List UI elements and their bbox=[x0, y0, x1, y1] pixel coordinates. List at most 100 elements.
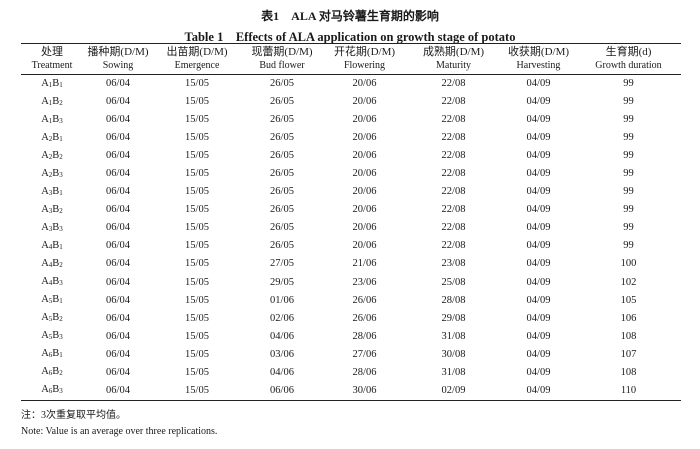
treatment-a-level: 4 bbox=[48, 279, 53, 288]
column-header: 收获期(D/M) Harvesting bbox=[501, 44, 576, 74]
table-cell: 99 bbox=[623, 204, 634, 216]
table-row: A6B1 06/04 15/05 03/06 27/06 30/08 04/09 107 bbox=[21, 346, 681, 364]
table-cell: 20/06 bbox=[352, 222, 377, 234]
table-cell: 06/04 bbox=[106, 384, 130, 396]
table-cell: 26/05 bbox=[270, 96, 294, 108]
table-cell: 107 bbox=[620, 348, 637, 360]
table-cell: 26/05 bbox=[270, 204, 294, 216]
table-cell: 06/04 bbox=[106, 258, 130, 270]
table-cell: 99 bbox=[623, 186, 634, 198]
column-header: 处理 Treatment bbox=[21, 44, 83, 74]
table-cell: 28/06 bbox=[352, 366, 377, 378]
treatment-cell: A3B3 bbox=[41, 221, 63, 233]
table-cell: 102 bbox=[620, 276, 637, 288]
table-cell: 15/05 bbox=[185, 114, 209, 126]
column-header-english: Growth duration bbox=[595, 60, 662, 71]
table-cell: 20/06 bbox=[352, 186, 377, 198]
table-cell: 22/08 bbox=[441, 78, 466, 90]
table-row: A2B1 06/04 15/05 26/05 20/06 22/08 04/09 99 bbox=[21, 129, 681, 147]
treatment-cell: A4B2 bbox=[41, 258, 63, 269]
table-cell: 15/05 bbox=[185, 276, 209, 288]
table-cell: 02/06 bbox=[270, 312, 294, 324]
treatment-b-level: 3 bbox=[59, 333, 63, 342]
treatment-a-level: 5 bbox=[48, 333, 53, 342]
table-body: A1B1 06/04 15/05 26/05 20/06 22/08 04/09 99 A1B2… bbox=[21, 75, 681, 400]
treatment-a-level: 3 bbox=[48, 206, 53, 215]
treatment-b-level: 3 bbox=[59, 387, 63, 396]
treatment-cell: A6B1 bbox=[41, 348, 63, 360]
table-cell: 15/05 bbox=[185, 96, 209, 108]
treatment-a-level: 3 bbox=[48, 188, 53, 197]
treatment-cell: A3B2 bbox=[41, 203, 63, 215]
treatment-b-level: 2 bbox=[59, 152, 63, 161]
table-cell: 20/06 bbox=[352, 168, 377, 180]
table-cell: 99 bbox=[623, 222, 634, 234]
treatment-b-level: 1 bbox=[59, 351, 63, 360]
treatment-cell: A4B3 bbox=[41, 276, 63, 288]
table-note-english: Note: Value is an average over three rep… bbox=[21, 426, 218, 437]
table-header-row: 处理 Treatment 播种期(D/M) Sowing 出苗期(D/M) Emergen… bbox=[21, 44, 681, 75]
treatment-a-level: 6 bbox=[48, 369, 53, 378]
table-cell: 04/09 bbox=[526, 240, 551, 252]
treatment-cell: A1B3 bbox=[41, 113, 63, 125]
table-cell: 15/05 bbox=[185, 240, 209, 252]
treatment-b-level: 2 bbox=[59, 369, 63, 378]
table-cell: 30/06 bbox=[352, 384, 377, 396]
treatment-b-level: 2 bbox=[59, 206, 63, 215]
table-cell: 04/09 bbox=[526, 132, 551, 144]
table-cell: 29/05 bbox=[270, 276, 294, 288]
table-cell: 100 bbox=[620, 258, 637, 270]
table-cell: 25/08 bbox=[441, 276, 466, 288]
table-cell: 04/09 bbox=[526, 276, 551, 288]
treatment-b-level: 3 bbox=[59, 170, 63, 179]
treatment-cell: A3B1 bbox=[41, 185, 63, 197]
treatment-b-level: 2 bbox=[59, 261, 63, 269]
table-cell: 06/04 bbox=[106, 204, 130, 216]
table-cell: 06/04 bbox=[106, 294, 130, 306]
treatment-cell: A5B1 bbox=[41, 294, 63, 306]
table-row: A1B2 06/04 15/05 26/05 20/06 22/08 04/09 99 bbox=[21, 93, 681, 111]
table-cell: 06/04 bbox=[106, 330, 130, 342]
table-cell: 04/09 bbox=[526, 294, 551, 306]
table-cell: 99 bbox=[623, 78, 634, 90]
treatment-cell: A6B2 bbox=[41, 366, 63, 378]
treatment-b-level: 3 bbox=[59, 224, 63, 233]
column-header-english: Treatment bbox=[31, 60, 73, 71]
table-row: A5B1 06/04 15/05 01/06 26/06 28/08 04/09 105 bbox=[21, 292, 681, 310]
treatment-cell: A1B1 bbox=[41, 77, 63, 89]
table-cell: 06/04 bbox=[106, 312, 130, 324]
table-row: A6B2 06/04 15/05 04/06 28/06 31/08 04/09 108 bbox=[21, 364, 681, 382]
column-header-english: Flowering bbox=[343, 60, 386, 71]
table-cell: 06/04 bbox=[106, 78, 130, 90]
column-header: 现蕾期(D/M) Bud flower bbox=[241, 44, 323, 74]
table-cell: 04/09 bbox=[526, 114, 551, 126]
table-cell: 04/09 bbox=[526, 366, 551, 378]
table-cell: 01/06 bbox=[270, 294, 294, 306]
table-cell: 04/09 bbox=[526, 222, 551, 234]
table-cell: 21/06 bbox=[352, 258, 377, 270]
table-cell: 06/04 bbox=[106, 366, 130, 378]
table-cell: 15/05 bbox=[185, 204, 209, 216]
treatment-a-level: 6 bbox=[48, 351, 53, 360]
table-cell: 30/08 bbox=[441, 348, 466, 360]
column-header-english: Emergence bbox=[174, 60, 220, 71]
treatment-b-level: 1 bbox=[59, 242, 63, 251]
treatment-cell: A4B1 bbox=[41, 239, 63, 251]
column-header: 播种期(D/M) Sowing bbox=[83, 44, 153, 74]
table-cell: 22/08 bbox=[441, 168, 466, 180]
table-row: A4B1 06/04 15/05 26/05 20/06 22/08 04/09 99 bbox=[21, 237, 681, 255]
treatment-b-level: 3 bbox=[59, 279, 63, 288]
column-header: 开花期(D/M) Flowering bbox=[323, 44, 406, 74]
table-cell: 15/05 bbox=[185, 348, 209, 360]
treatment-cell: A2B3 bbox=[41, 167, 63, 179]
treatment-b-level: 1 bbox=[59, 80, 63, 89]
table-row: A2B2 06/04 15/05 26/05 20/06 22/08 04/09 99 bbox=[21, 147, 681, 165]
growth-stage-table: 处理 Treatment 播种期(D/M) Sowing 出苗期(D/M) Emergen… bbox=[21, 43, 681, 401]
table-cell: 22/08 bbox=[441, 204, 466, 216]
treatment-b-level: 2 bbox=[59, 98, 63, 107]
table-cell: 06/04 bbox=[106, 132, 130, 144]
table-row: A2B3 06/04 15/05 26/05 20/06 22/08 04/09 99 bbox=[21, 165, 681, 183]
treatment-b-level: 1 bbox=[59, 134, 63, 143]
table-cell: 22/08 bbox=[441, 240, 466, 252]
table-cell: 20/06 bbox=[352, 132, 377, 144]
